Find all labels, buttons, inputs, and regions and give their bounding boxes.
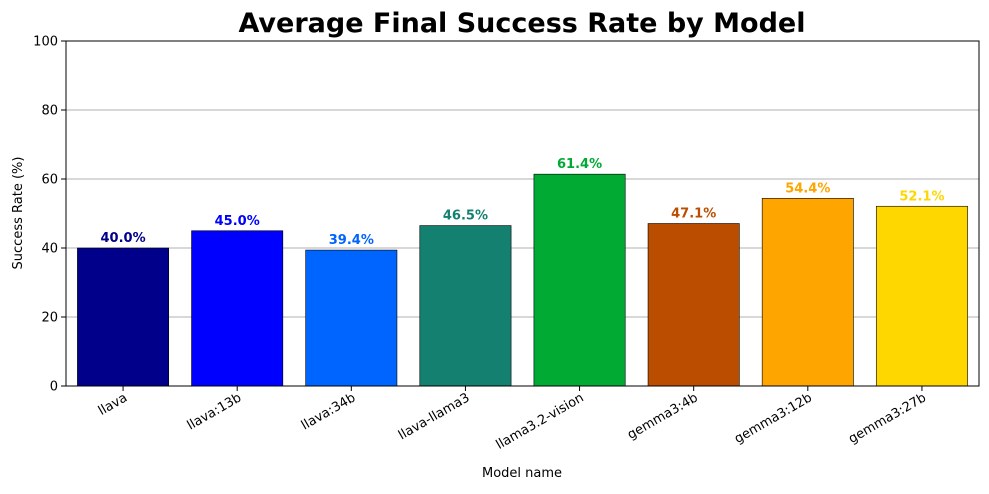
bar	[305, 249, 398, 387]
bar-value-label: 61.4%	[557, 157, 602, 172]
bar	[77, 247, 170, 387]
x-tick-label: gemma3:4b	[625, 390, 701, 442]
bar-value-label: 54.4%	[785, 181, 830, 196]
x-tick-label: llava:13b	[185, 390, 244, 433]
x-tick-label: llava	[96, 390, 130, 418]
y-tick-label: 60	[41, 173, 58, 188]
x-axis-label: Model name	[482, 466, 562, 481]
x-tick-label: gemma3:12b	[732, 390, 815, 446]
x-tick-label: llava-llama3	[396, 390, 472, 443]
y-axis-ticks: 0 20 40 60 80 100	[33, 35, 66, 395]
chart-title: Average Final Success Rate by Model	[238, 8, 805, 39]
y-tick-label: 0	[50, 380, 58, 395]
bar-value-label: 45.0%	[215, 214, 260, 229]
x-tick-label: llama3.2-vision	[494, 390, 587, 452]
bar	[533, 173, 626, 387]
bar-value-label: 40.0%	[101, 231, 146, 246]
bars	[77, 173, 968, 387]
bar	[419, 225, 512, 387]
bar	[191, 230, 284, 387]
data-labels: 40.0% 45.0% 39.4% 46.5% 61.4% 47.1% 54.4% 52.1%	[101, 157, 945, 248]
bar-value-label: 52.1%	[899, 189, 944, 204]
bar	[761, 198, 854, 387]
bar	[647, 223, 740, 387]
x-tick-label: llava:34b	[299, 390, 358, 433]
y-tick-label: 20	[41, 311, 58, 326]
x-tick-label: gemma3:27b	[846, 390, 929, 446]
bar-value-label: 47.1%	[671, 207, 716, 222]
y-tick-label: 100	[33, 35, 58, 50]
bar-value-label: 46.5%	[443, 209, 488, 224]
x-axis-ticks: llava llava:13b llava:34b llava-llama3 llama…	[96, 386, 929, 453]
bar	[875, 205, 968, 387]
bar-value-label: 39.4%	[329, 233, 374, 248]
y-tick-label: 80	[41, 104, 58, 119]
y-axis-label: Success Rate (%)	[11, 157, 26, 270]
y-tick-label: 40	[41, 242, 58, 257]
plot-frame	[65, 40, 980, 387]
